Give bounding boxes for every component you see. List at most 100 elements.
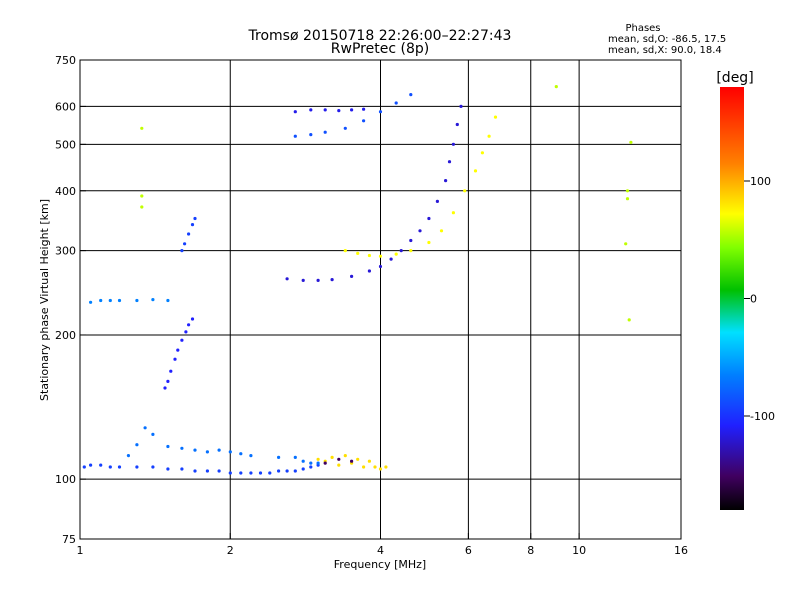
data-point [463,189,467,193]
data-point [625,189,630,193]
data-point [554,85,558,89]
colorbar-tick-label: 0 [750,293,757,306]
data-point [82,465,86,469]
data-point [184,330,188,334]
data-point [367,459,371,463]
data-point [151,298,155,302]
series [293,93,413,138]
data-point [362,465,366,469]
data-point [135,298,139,303]
data-point [350,108,354,112]
data-point [373,465,377,469]
data-point [180,446,184,450]
data-point [362,119,366,123]
colorbar-tick-label: 100 [750,175,771,188]
data-point [629,140,633,144]
y-axis-label: Stationary phase Virtual Height [km] [38,199,51,401]
data-point [409,93,413,97]
data-point [268,471,272,475]
legend-line-o: mean, sd,O: -86.5, 17.5 [608,34,726,45]
data-point [180,338,184,342]
data-point [399,249,403,253]
data-point [173,357,177,361]
data-point [301,459,305,463]
data-point [117,298,122,303]
data-point [99,298,103,303]
data-point [480,151,484,155]
data-point [378,467,383,471]
chart-title: Tromsø 20150718 22:26:00–22:27:43 [248,28,512,44]
data-point [350,459,354,463]
data-point [166,298,170,303]
data-point [493,115,498,119]
data-point [409,249,413,253]
data-point [180,467,184,471]
x-tick-label: 16 [674,544,688,557]
data-point [356,251,360,255]
data-point [249,471,253,475]
data-point [190,317,195,321]
data-point [258,471,263,475]
data-point [362,107,366,111]
data-point [316,278,320,282]
colorbar-gradient [720,87,744,510]
x-tick-label: 6 [465,544,472,557]
data-point [337,457,341,461]
data-point [343,249,347,253]
x-tick-label: 1 [77,544,84,557]
data-point [293,469,297,473]
data-point [169,369,173,373]
data-point [323,108,327,112]
series [126,426,320,465]
x-tick-label: 2 [227,544,234,557]
y-tick-label: 750 [55,54,76,67]
colorbar-label: [deg] [716,70,753,86]
data-point [309,108,313,112]
data-point [293,110,297,114]
y-tick-label: 75 [62,533,76,546]
data-point [378,264,383,269]
legend-line-x: mean, sd,X: 90.0, 18.4 [608,45,722,56]
data-point [444,179,448,183]
data-point [293,455,297,459]
data-point [239,471,243,475]
data-point [378,110,383,114]
x-axis-label: Frequency [MHz] [334,558,426,571]
y-tick-label: 500 [55,138,76,151]
data-point [163,386,167,390]
data-point [394,252,398,256]
data-point [293,134,297,138]
y-tick-label: 300 [55,245,76,258]
legend-title: Phases [625,23,660,34]
data-point [343,126,347,130]
data-point [99,463,103,467]
data-points [82,85,633,475]
data-point [135,443,139,447]
data-point [316,461,320,465]
data-point [330,278,334,282]
data-point [285,277,289,281]
data-point [447,160,452,164]
data-point [451,142,455,146]
series [343,115,498,258]
colorbar: [deg] 100 0 -100 [716,70,775,510]
data-point [451,211,455,215]
data-point [309,465,313,469]
data-point [126,454,130,458]
series [163,317,195,390]
data-point [193,216,197,221]
y-tick-label: 100 [55,473,76,486]
series [180,216,197,253]
series [323,457,354,465]
data-point [337,109,341,113]
data-point [217,448,221,452]
data-point [323,461,327,465]
data-point [627,318,631,322]
data-point [187,323,191,327]
data-point [356,457,360,461]
chart-subtitle: RwPretec (8p) [331,41,429,57]
data-point [409,238,413,243]
data-point [350,274,354,278]
data-point [625,197,630,201]
